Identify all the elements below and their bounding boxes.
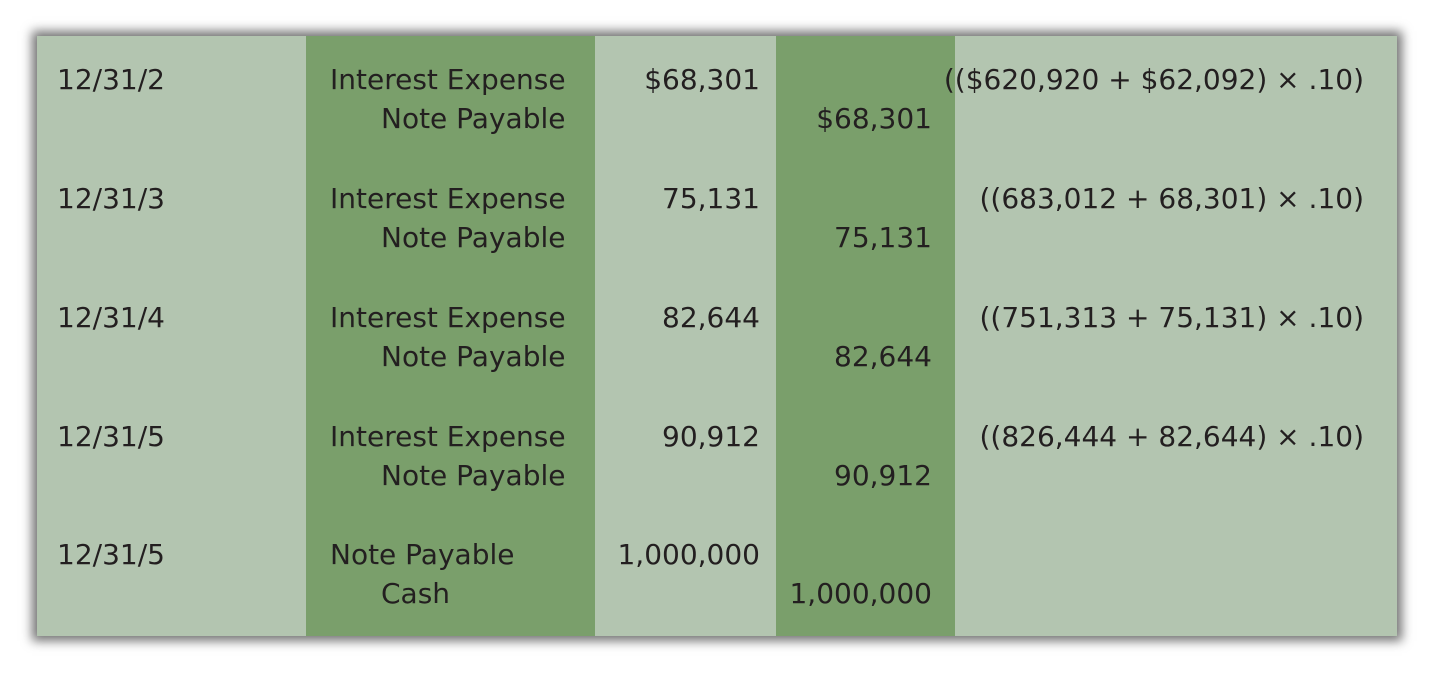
- credit-amount: $68,301: [816, 102, 932, 135]
- credit-column-band: [776, 36, 955, 636]
- credit-amount: 75,131: [834, 221, 932, 254]
- entry-date: 12/31/3: [57, 182, 165, 215]
- journal-entry: 12/31/5 Interest Expense Note Payable 90…: [37, 393, 1397, 492]
- debit-account: Interest Expense: [330, 63, 566, 96]
- debit-account: Interest Expense: [330, 420, 566, 453]
- debit-account: Interest Expense: [330, 301, 566, 334]
- calculation-note: ((826,444 + 82,644) × .10): [979, 420, 1364, 453]
- credit-amount: 1,000,000: [789, 577, 932, 610]
- credit-account: Note Payable: [381, 221, 566, 254]
- credit-account: Cash: [381, 577, 451, 610]
- debit-amount: $68,301: [644, 63, 760, 96]
- credit-account: Note Payable: [381, 102, 566, 135]
- credit-account: Note Payable: [381, 340, 566, 373]
- calculation-note: ((751,313 + 75,131) × .10): [979, 301, 1364, 334]
- journal-entry: 12/31/3 Interest Expense Note Payable 75…: [37, 155, 1397, 254]
- debit-amount: 75,131: [662, 182, 760, 215]
- entry-date: 12/31/2: [57, 63, 165, 96]
- journal-entry: 12/31/4 Interest Expense Note Payable 82…: [37, 274, 1397, 373]
- entry-date: 12/31/4: [57, 301, 165, 334]
- entry-date: 12/31/5: [57, 538, 165, 571]
- account-column-band: [306, 36, 595, 636]
- debit-amount: 1,000,000: [617, 538, 760, 571]
- journal-entry: 12/31/5 Note Payable Cash 1,000,000 1,00…: [37, 511, 1397, 610]
- calculation-note: ((683,012 + 68,301) × .10): [979, 182, 1364, 215]
- debit-account: Note Payable: [330, 538, 515, 571]
- journal-entry: 12/31/2 Interest Expense Note Payable $6…: [37, 36, 1397, 135]
- debit-amount: 90,912: [662, 420, 760, 453]
- credit-amount: 82,644: [834, 340, 932, 373]
- calculation-note: (($620,920 + $62,092) × .10): [943, 63, 1364, 96]
- credit-amount: 90,912: [834, 459, 932, 492]
- debit-amount: 82,644: [662, 301, 760, 334]
- entry-date: 12/31/5: [57, 420, 165, 453]
- debit-account: Interest Expense: [330, 182, 566, 215]
- credit-account: Note Payable: [381, 459, 566, 492]
- journal-entries-table: 12/31/2 Interest Expense Note Payable $6…: [37, 36, 1397, 636]
